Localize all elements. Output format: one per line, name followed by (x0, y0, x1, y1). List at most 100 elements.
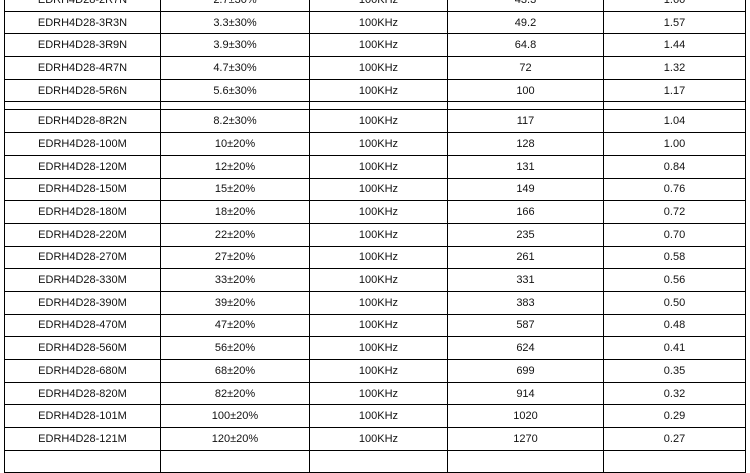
part-number-cell: EDRH4D28-220M (4, 222, 161, 247)
test-frequency-cell: 100KHz (309, 33, 448, 58)
rated-current-cell: 0.58 (603, 245, 746, 270)
table-row: EDRH4D28-680M 68±20% 100KHz 699 0.35 (4, 359, 746, 383)
test-frequency-cell: 100KHz (309, 313, 448, 338)
table-row: EDRH4D28-150M 15±20% 100KHz 149 0.76 (4, 177, 746, 202)
dcr-cell: 699 (447, 359, 604, 383)
part-number-cell: EDRH4D28-8R2N (4, 109, 161, 134)
dcr-cell: 49.2 (447, 10, 604, 35)
dcr-cell: 383 (447, 290, 604, 315)
inductance-cell: 39±20% (160, 290, 310, 315)
inductance-cell: 33±20% (160, 268, 310, 292)
inductance-cell: 68±20% (160, 359, 310, 383)
spacer-row (4, 101, 746, 111)
table-row: EDRH4D28-560M 56±20% 100KHz 624 0.41 (4, 336, 746, 360)
dcr-cell: 587 (447, 313, 604, 338)
dcr-cell: 128 (447, 132, 604, 156)
test-frequency-cell: 100KHz (309, 222, 448, 247)
inductance-cell: 18±20% (160, 200, 310, 224)
rated-current-cell: 0.76 (603, 177, 746, 202)
rated-current-cell: 0.35 (603, 359, 746, 383)
dcr-cell: 624 (447, 336, 604, 360)
test-frequency-cell: 100KHz (309, 154, 448, 179)
empty-cell (160, 101, 310, 111)
empty-cell (603, 101, 746, 111)
rated-current-cell: 1.60 (603, 0, 746, 12)
part-number-cell: EDRH4D28-3R9N (4, 33, 161, 58)
rated-current-cell: 0.48 (603, 313, 746, 338)
table-row: EDRH4D28-470M 47±20% 100KHz 587 0.48 (4, 313, 746, 338)
rated-current-cell: 0.41 (603, 336, 746, 360)
part-number-cell: EDRH4D28-121M (4, 427, 161, 451)
rated-current-cell: 1.57 (603, 10, 746, 35)
rated-current-cell: 0.29 (603, 404, 746, 429)
part-number-cell: EDRH4D28-4R7N (4, 56, 161, 80)
dcr-cell: 1270 (447, 427, 604, 451)
inductance-cell: 27±20% (160, 245, 310, 270)
part-number-cell: EDRH4D28-2R7N (4, 0, 161, 12)
table-row: EDRH4D28-101M 100±20% 100KHz 1020 0.29 (4, 404, 746, 429)
rated-current-cell: 1.00 (603, 132, 746, 156)
inductance-cell: 3.9±30% (160, 33, 310, 58)
part-number-cell: EDRH4D28-150M (4, 177, 161, 202)
test-frequency-cell: 100KHz (309, 404, 448, 429)
rated-current-cell: 0.70 (603, 222, 746, 247)
table-row: EDRH4D28-8R2N 8.2±30% 100KHz 117 1.04 (4, 109, 746, 134)
dcr-cell: 117 (447, 109, 604, 134)
inductance-cell: 82±20% (160, 381, 310, 406)
table-row: EDRH4D28-270M 27±20% 100KHz 261 0.58 (4, 245, 746, 270)
table-row: EDRH4D28-820M 82±20% 100KHz 914 0.32 (4, 381, 746, 406)
cut-off-cell (603, 449, 746, 473)
dcr-cell: 1020 (447, 404, 604, 429)
inductance-cell: 15±20% (160, 177, 310, 202)
test-frequency-cell: 100KHz (309, 268, 448, 292)
part-number-cell: EDRH4D28-101M (4, 404, 161, 429)
dcr-cell: 131 (447, 154, 604, 179)
dcr-cell: 149 (447, 177, 604, 202)
dcr-cell: 72 (447, 56, 604, 80)
part-number-cell: EDRH4D28-120M (4, 154, 161, 179)
inductance-cell: 12±20% (160, 154, 310, 179)
dcr-cell: 100 (447, 78, 604, 103)
test-frequency-cell: 100KHz (309, 290, 448, 315)
rated-current-cell: 0.32 (603, 381, 746, 406)
test-frequency-cell: 100KHz (309, 56, 448, 80)
test-frequency-cell: 100KHz (309, 78, 448, 103)
table-row: EDRH4D28-5R6N 5.6±30% 100KHz 100 1.17 (4, 78, 746, 103)
rated-current-cell: 0.84 (603, 154, 746, 179)
part-number-cell: EDRH4D28-470M (4, 313, 161, 338)
table-row: EDRH4D28-121M 120±20% 100KHz 1270 0.27 (4, 427, 746, 451)
test-frequency-cell: 100KHz (309, 10, 448, 35)
rated-current-cell: 1.44 (603, 33, 746, 58)
part-number-cell: EDRH4D28-3R3N (4, 10, 161, 35)
inductance-cell: 56±20% (160, 336, 310, 360)
inductance-cell: 3.3±30% (160, 10, 310, 35)
inductor-spec-table: EDRH4D28-2R7N2.7±30%100KHz43.31.60EDRH4D… (4, 0, 746, 473)
inductance-cell: 100±20% (160, 404, 310, 429)
rated-current-cell: 1.32 (603, 56, 746, 80)
table-row: EDRH4D28-4R7N 4.7±30% 100KHz 72 1.32 (4, 56, 746, 80)
part-number-cell: EDRH4D28-180M (4, 200, 161, 224)
table-row: EDRH4D28-100M 10±20% 100KHz 128 1.00 (4, 132, 746, 156)
empty-cell (447, 101, 604, 111)
cut-off-cell (4, 449, 161, 473)
table-row: EDRH4D28-3R3N 3.3±30% 100KHz 49.2 1.57 (4, 10, 746, 35)
table-row: EDRH4D28-120M 12±20% 100KHz 131 0.84 (4, 154, 746, 179)
rated-current-cell: 0.72 (603, 200, 746, 224)
test-frequency-cell: 100KHz (309, 381, 448, 406)
part-number-cell: EDRH4D28-100M (4, 132, 161, 156)
rated-current-cell: 0.56 (603, 268, 746, 292)
empty-cell (4, 101, 161, 111)
part-number-cell: EDRH4D28-560M (4, 336, 161, 360)
test-frequency-cell: 100KHz (309, 109, 448, 134)
table-row: EDRH4D28-390M 39±20% 100KHz 383 0.50 (4, 290, 746, 315)
inductance-cell: 8.2±30% (160, 109, 310, 134)
test-frequency-cell: 100KHz (309, 359, 448, 383)
test-frequency-cell: 100KHz (309, 336, 448, 360)
test-frequency-cell: 100KHz (309, 427, 448, 451)
table-row: EDRH4D28-180M 18±20% 100KHz 166 0.72 (4, 200, 746, 224)
test-frequency-cell: 100KHz (309, 200, 448, 224)
inductance-cell: 10±20% (160, 132, 310, 156)
test-frequency-cell: 100KHz (309, 245, 448, 270)
inductance-cell: 22±20% (160, 222, 310, 247)
inductance-cell: 5.6±30% (160, 78, 310, 103)
